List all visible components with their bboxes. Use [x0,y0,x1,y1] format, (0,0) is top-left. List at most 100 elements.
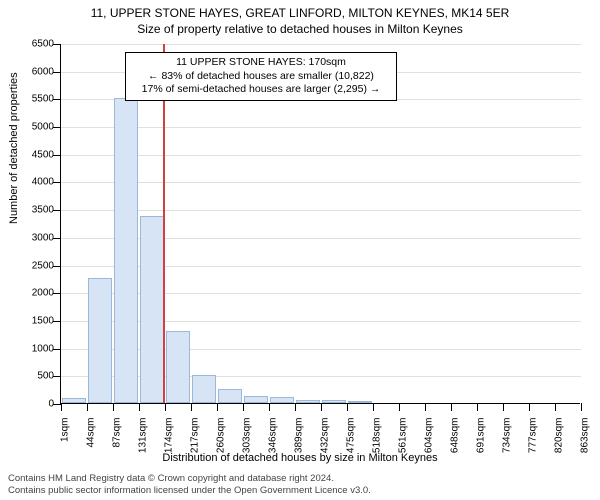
x-tick [269,403,270,411]
x-tick [321,403,322,411]
grid-line [61,376,581,377]
x-tick-label: 561sqm [398,418,409,478]
histogram-bar [140,216,163,403]
x-tick-label: 303sqm [242,418,253,478]
histogram-bar [62,398,85,403]
histogram-bar [322,400,345,403]
histogram-bar [296,400,319,403]
y-tick-label: 6000 [14,66,54,77]
histogram-bar [166,331,189,403]
x-tick-label: 863sqm [580,418,591,478]
grid-line [61,182,581,183]
x-axis-title: Distribution of detached houses by size … [0,452,600,464]
x-tick-label: 44sqm [86,418,97,478]
y-tick [53,127,61,128]
y-tick [53,44,61,45]
x-tick [295,403,296,411]
grid-line [61,349,581,350]
footer: Contains HM Land Registry data © Crown c… [8,473,371,496]
x-tick-label: 1sqm [60,418,71,478]
x-tick-label: 648sqm [450,418,461,478]
y-tick [53,321,61,322]
y-tick [53,376,61,377]
histogram-bar [270,397,293,403]
x-tick [503,403,504,411]
grid-line [61,44,581,45]
x-tick [139,403,140,411]
plot-area: 0500100015002000250030003500400045005000… [60,44,580,404]
histogram-bar [88,278,111,403]
histogram-bar [348,401,371,403]
y-tick-label: 3000 [14,232,54,243]
x-tick [61,403,62,411]
grid-line [61,127,581,128]
y-tick [53,99,61,100]
y-tick [53,182,61,183]
y-tick-label: 1500 [14,315,54,326]
x-tick-label: 475sqm [346,418,357,478]
x-tick-label: 777sqm [528,418,539,478]
histogram-bar [192,375,215,403]
annotation-line: ← 83% of detached houses are smaller (10… [132,70,390,84]
y-tick-label: 1000 [14,343,54,354]
x-tick-label: 389sqm [294,418,305,478]
x-tick [425,403,426,411]
annotation-box: 11 UPPER STONE HAYES: 170sqm← 83% of det… [125,52,397,101]
y-tick [53,155,61,156]
x-tick [113,403,114,411]
chart-title-line2: Size of property relative to detached ho… [0,20,600,36]
x-tick-label: 131sqm [138,418,149,478]
x-tick [165,403,166,411]
grid-line [61,210,581,211]
y-tick-label: 4500 [14,149,54,160]
chart-title-line1: 11, UPPER STONE HAYES, GREAT LINFORD, MI… [0,0,600,20]
y-tick [53,293,61,294]
histogram-bar [218,389,241,403]
x-tick-label: 432sqm [320,418,331,478]
x-tick-label: 604sqm [424,418,435,478]
grid-line [61,266,581,267]
x-tick [347,403,348,411]
y-tick-label: 4000 [14,177,54,188]
x-tick-label: 87sqm [112,418,123,478]
annotation-line: 17% of semi-detached houses are larger (… [132,83,390,97]
y-tick [53,349,61,350]
x-tick [477,403,478,411]
y-tick-label: 2500 [14,260,54,271]
grid-line [61,155,581,156]
x-tick-label: 217sqm [190,418,201,478]
x-tick [217,403,218,411]
y-tick [53,210,61,211]
grid-line [61,321,581,322]
y-tick-label: 0 [14,399,54,410]
chart-container: 11, UPPER STONE HAYES, GREAT LINFORD, MI… [0,0,600,500]
chart-area: 0500100015002000250030003500400045005000… [60,44,580,404]
footer-line2: Contains public sector information licen… [8,485,371,496]
grid-line [61,293,581,294]
x-tick [243,403,244,411]
x-tick-label: 734sqm [502,418,513,478]
x-tick [529,403,530,411]
annotation-line: 11 UPPER STONE HAYES: 170sqm [132,56,390,70]
y-tick-label: 2000 [14,288,54,299]
x-tick [87,403,88,411]
y-tick-label: 6500 [14,39,54,50]
y-tick-label: 5000 [14,122,54,133]
y-tick [53,266,61,267]
x-tick-label: 820sqm [554,418,565,478]
grid-line [61,238,581,239]
x-tick [399,403,400,411]
y-tick [53,72,61,73]
x-tick-label: 346sqm [268,418,279,478]
y-tick-label: 3500 [14,205,54,216]
histogram-bar [114,98,137,403]
histogram-bar [244,396,267,403]
x-tick [451,403,452,411]
x-tick-label: 518sqm [372,418,383,478]
y-tick [53,404,61,405]
x-tick-label: 174sqm [164,418,175,478]
x-tick [555,403,556,411]
x-tick [191,403,192,411]
x-tick [581,403,582,411]
y-tick-label: 5500 [14,94,54,105]
